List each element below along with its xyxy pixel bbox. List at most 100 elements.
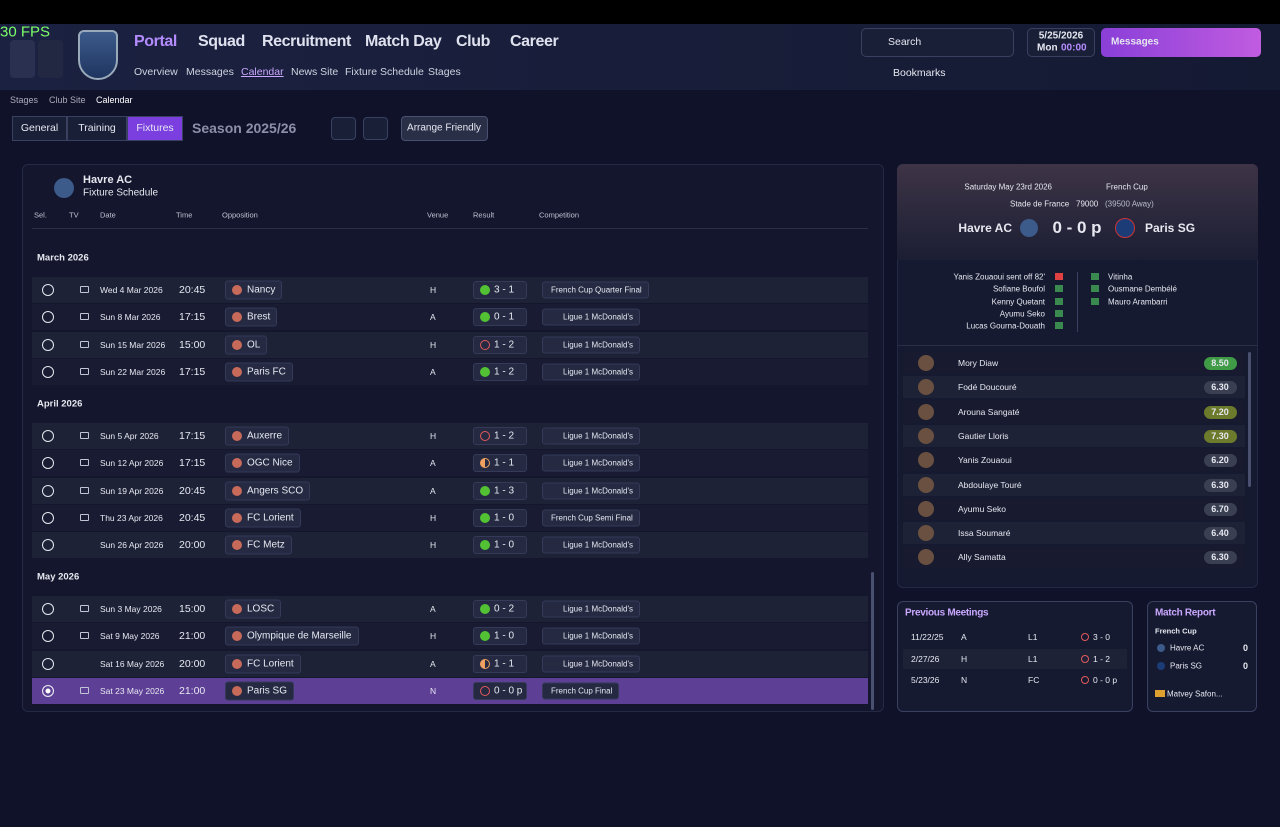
opposition-chip[interactable]: FC Metz <box>225 535 292 555</box>
arrange-friendly[interactable] <box>401 116 488 141</box>
forward-button[interactable] <box>38 40 63 78</box>
subnav-item[interactable]: Overview <box>134 66 178 78</box>
tab[interactable] <box>12 116 67 141</box>
arrange-friendly-label[interactable]: Arrange Friendly <box>407 122 481 134</box>
season-selector[interactable]: Season 2025/26 <box>192 120 297 136</box>
player-name[interactable]: Ally Samatta <box>958 552 1006 563</box>
breadcrumb-item[interactable]: Calendar <box>96 95 133 105</box>
back-button[interactable] <box>10 40 35 78</box>
player-name[interactable]: Issa Soumaré <box>958 528 1011 539</box>
subnav-item[interactable]: Stages <box>428 66 461 78</box>
fixture-row[interactable] <box>32 678 868 704</box>
report-away-score: 0 <box>1242 661 1248 671</box>
messages-button[interactable] <box>1101 28 1261 57</box>
next-season[interactable] <box>363 117 388 140</box>
column-header[interactable]: Opposition <box>222 210 258 220</box>
tab[interactable] <box>67 116 127 141</box>
fixture-row[interactable] <box>32 532 868 559</box>
fixture-row[interactable] <box>32 477 868 504</box>
column-header[interactable]: Date <box>100 210 116 220</box>
rating-row[interactable] <box>903 376 1245 399</box>
fixture-row[interactable] <box>32 331 868 358</box>
rating-row[interactable] <box>903 352 1245 374</box>
opposition-chip[interactable]: FC Lorient <box>225 508 301 528</box>
tab[interactable] <box>127 116 183 141</box>
column-header[interactable]: Sel. <box>34 210 47 220</box>
tab-label[interactable]: General <box>20 122 59 134</box>
rating-row[interactable] <box>903 473 1245 496</box>
event-icon <box>1055 285 1063 293</box>
breadcrumb-item[interactable]: Club Site <box>49 95 86 105</box>
column-header[interactable]: Competition <box>539 210 580 220</box>
column-header[interactable]: TV <box>69 210 79 220</box>
result-icon <box>480 430 490 441</box>
event-icon <box>1055 322 1063 330</box>
tv-icon <box>80 340 89 348</box>
rating-chip <box>1204 454 1237 468</box>
rating-row[interactable] <box>903 497 1245 520</box>
column-header[interactable]: Result <box>473 210 495 220</box>
player-photo <box>918 549 934 566</box>
prev-season[interactable] <box>331 117 356 140</box>
opposition-chip[interactable]: Paris FC <box>225 362 293 382</box>
scrollbar <box>871 572 874 710</box>
column-header[interactable]: Time <box>176 210 193 220</box>
nav-item[interactable]: Squad <box>198 33 245 50</box>
meeting-result: 1 - 2 <box>1093 653 1111 664</box>
fixture-date: Sun 26 Apr 2026 <box>100 540 164 551</box>
result: 1 - 1 <box>494 658 515 670</box>
player-name[interactable]: Abdoulaye Touré <box>958 479 1022 490</box>
rating-chip <box>1204 478 1237 492</box>
nav-item[interactable]: Match Day <box>365 33 442 50</box>
player-name[interactable]: Arouna Sangaté <box>958 406 1020 417</box>
report-home-score: 0 <box>1242 643 1248 653</box>
subnav-item[interactable]: Messages <box>186 66 234 78</box>
fixture-row[interactable] <box>32 277 868 303</box>
player-name[interactable]: Mory Diaw <box>958 358 999 368</box>
nav-item[interactable]: Portal <box>134 33 177 50</box>
subnav-item[interactable]: Fixture Schedule <box>345 66 424 78</box>
top-bar <box>0 0 1280 24</box>
player-name[interactable]: Yanis Zouaoui <box>958 455 1012 466</box>
opposition-chip[interactable]: FC Lorient <box>225 654 301 674</box>
tab-label[interactable]: Training <box>78 122 116 134</box>
breadcrumb-item[interactable]: Stages <box>10 95 39 105</box>
nav-item[interactable]: Club <box>456 33 490 50</box>
fixture-row[interactable] <box>32 358 868 385</box>
player-name[interactable]: Gautier Lloris <box>958 430 1009 441</box>
fixture-row[interactable] <box>32 650 868 677</box>
rating: 6.30 <box>1211 479 1229 490</box>
opposition-chip[interactable]: Paris SG <box>225 681 295 701</box>
search-button[interactable]: Search <box>888 36 922 48</box>
fixture-row[interactable] <box>32 596 868 623</box>
opposition-chip[interactable]: OGC Nice <box>225 453 300 473</box>
tab-label[interactable]: Fixtures <box>136 122 174 134</box>
rating-row[interactable] <box>903 546 1245 569</box>
select-radio <box>42 539 54 552</box>
rating-row[interactable] <box>903 522 1245 545</box>
fixture-row[interactable] <box>32 504 868 531</box>
meeting-result: 3 - 0 <box>1093 632 1111 642</box>
nav-item[interactable]: Career <box>510 33 559 50</box>
fixture-row[interactable] <box>32 623 868 650</box>
nav-item[interactable]: Recruitment <box>262 33 351 50</box>
meeting-date: 5/23/26 <box>911 675 940 685</box>
rating-chip <box>1204 357 1237 370</box>
rating-row[interactable] <box>903 424 1245 447</box>
messages-label[interactable]: Messages <box>1111 36 1159 48</box>
fixture-row[interactable] <box>32 450 868 477</box>
opposition-chip[interactable]: Auxerre <box>225 426 290 446</box>
bookmarks[interactable]: Bookmarks <box>893 67 946 79</box>
rating-row[interactable] <box>903 449 1245 472</box>
player-name[interactable]: Ayumu Seko <box>958 503 1007 514</box>
player-name[interactable]: Fodé Doucouré <box>958 382 1017 393</box>
column-header[interactable]: Venue <box>427 210 449 220</box>
fixture-row[interactable] <box>32 304 868 331</box>
subnav-item[interactable]: Calendar <box>241 66 284 78</box>
opposition-chip[interactable]: Angers SCO <box>225 481 311 500</box>
subnav-item[interactable]: News Site <box>291 66 339 78</box>
rating-row[interactable] <box>903 400 1245 423</box>
fps-counter: 30 FPS <box>0 23 51 41</box>
opposition-chip[interactable]: Olympique de Marseille <box>225 626 359 646</box>
fixture-row[interactable] <box>32 422 868 449</box>
